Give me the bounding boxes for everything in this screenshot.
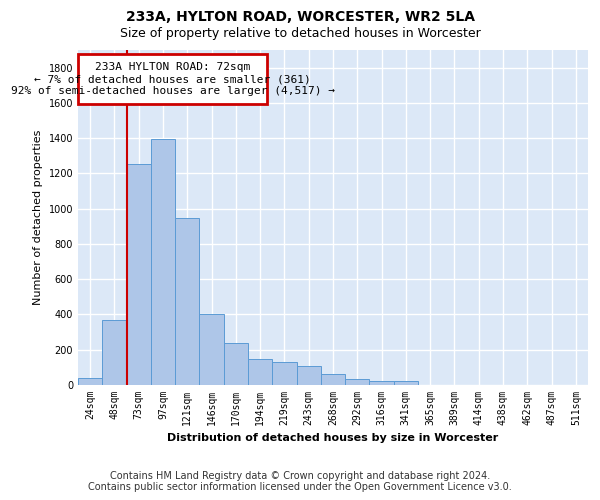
Bar (370, 380, 394, 385)
Bar (175, 218, 199, 385)
Text: ← 7% of detached houses are smaller (361): ← 7% of detached houses are smaller (361… (34, 74, 311, 84)
Bar (296, 366, 321, 385)
Bar (102, 320, 127, 385)
Text: 92% of semi-detached houses are larger (4,517) →: 92% of semi-detached houses are larger (… (11, 86, 335, 97)
Bar (321, 374, 345, 385)
Bar (151, 139, 175, 385)
Bar (78, 378, 102, 385)
Bar (272, 362, 296, 385)
Text: 233A, HYLTON ROAD, WORCESTER, WR2 5LA: 233A, HYLTON ROAD, WORCESTER, WR2 5LA (125, 10, 475, 24)
Bar (345, 379, 370, 385)
Text: Size of property relative to detached houses in Worcester: Size of property relative to detached ho… (119, 28, 481, 40)
Bar (127, 164, 151, 385)
Bar (248, 360, 272, 385)
Bar (78, 54, 268, 104)
Bar (199, 314, 224, 385)
Text: 233A HYLTON ROAD: 72sqm: 233A HYLTON ROAD: 72sqm (95, 62, 250, 72)
Y-axis label: Number of detached properties: Number of detached properties (33, 130, 43, 305)
Bar (224, 342, 248, 385)
Text: Contains HM Land Registry data © Crown copyright and database right 2024.
Contai: Contains HM Land Registry data © Crown c… (88, 471, 512, 492)
X-axis label: Distribution of detached houses by size in Worcester: Distribution of detached houses by size … (167, 434, 499, 444)
Bar (394, 381, 418, 385)
